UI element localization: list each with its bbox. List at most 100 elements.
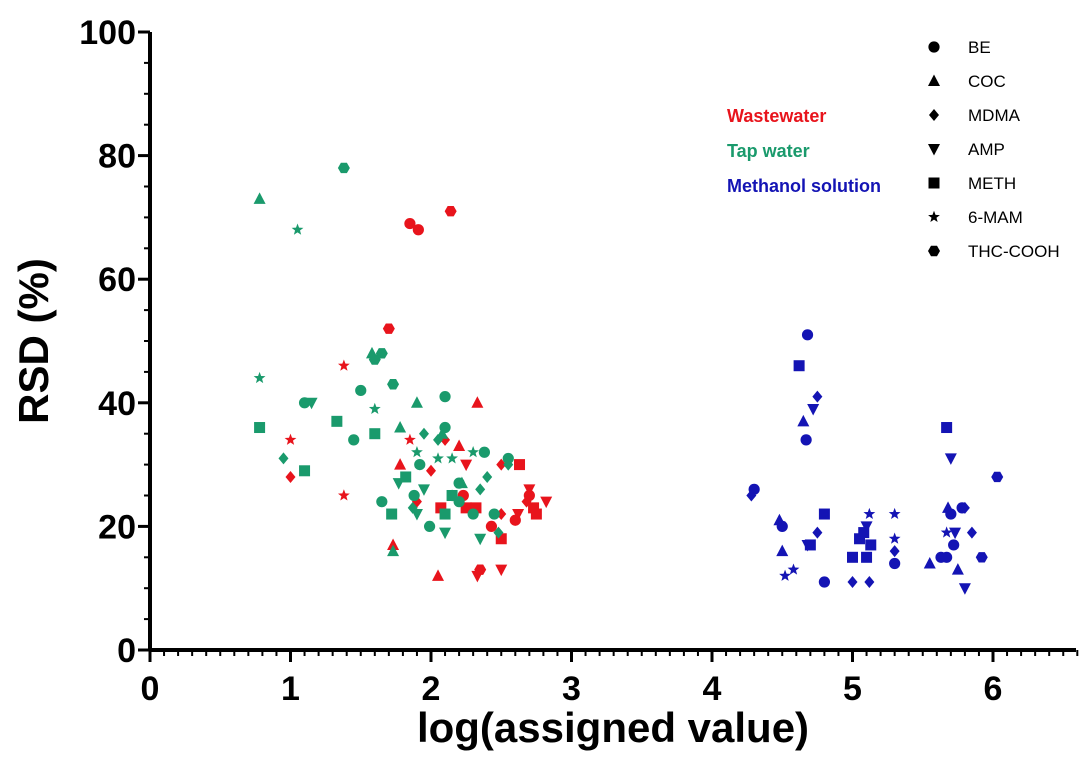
data-point xyxy=(439,508,451,520)
data-point xyxy=(493,526,504,539)
data-point xyxy=(376,496,388,508)
data-point xyxy=(966,526,977,539)
data-points xyxy=(253,162,1004,595)
data-point xyxy=(417,484,430,496)
data-point xyxy=(386,508,398,520)
data-point xyxy=(337,489,350,501)
data-point xyxy=(444,206,457,217)
data-point xyxy=(355,384,367,397)
y-tick-label: 20 xyxy=(98,508,136,546)
data-point xyxy=(418,427,429,440)
data-point xyxy=(331,415,343,427)
data-point xyxy=(414,459,426,471)
data-point xyxy=(847,551,858,563)
data-point xyxy=(523,484,536,496)
legend-item: THC-COOH xyxy=(928,242,1060,261)
data-point xyxy=(474,533,487,546)
data-point xyxy=(495,533,507,545)
data-point xyxy=(854,533,866,545)
legend-item: MDMA xyxy=(929,106,1021,125)
y-tick-label: 0 xyxy=(117,632,136,670)
series-wastewater-amp xyxy=(460,459,553,583)
legend-item: 6-MAM xyxy=(928,208,1023,227)
series-tap-water-coc xyxy=(253,192,468,557)
series-tap-water-6-mam xyxy=(253,223,480,464)
legend-label: COC xyxy=(968,72,1006,91)
data-point xyxy=(865,539,877,551)
data-point xyxy=(446,452,458,464)
data-point xyxy=(787,563,800,575)
data-point xyxy=(387,544,400,557)
data-point xyxy=(305,397,318,410)
series-methanol-solution-mdma xyxy=(746,390,977,589)
data-point xyxy=(818,508,830,520)
data-point xyxy=(460,459,473,472)
series-wastewater-coc xyxy=(387,396,484,581)
x-tick-label: 3 xyxy=(562,670,581,708)
data-point xyxy=(773,513,786,526)
data-point xyxy=(991,471,1004,483)
data-point xyxy=(793,360,805,372)
data-point xyxy=(470,502,482,514)
data-point xyxy=(460,502,472,514)
legend-label: BE xyxy=(968,38,991,57)
legend-label: METH xyxy=(968,174,1016,193)
x-axis-title: log(assigned value) xyxy=(417,704,809,751)
data-point xyxy=(530,508,542,520)
data-point xyxy=(861,551,873,563)
data-point xyxy=(375,348,388,359)
data-point xyxy=(471,396,484,408)
data-point xyxy=(284,433,297,445)
legend-label: MDMA xyxy=(968,106,1021,125)
data-point xyxy=(474,564,487,575)
data-point xyxy=(888,532,901,544)
legend-label: 6-MAM xyxy=(968,208,1023,227)
data-point xyxy=(923,556,936,569)
data-point xyxy=(482,470,493,483)
data-point xyxy=(975,552,988,563)
series-tap-water-thc-cooh xyxy=(337,162,400,390)
data-point xyxy=(478,446,490,458)
data-point xyxy=(940,526,953,538)
data-point xyxy=(888,507,901,520)
x-tick-label: 6 xyxy=(984,670,1003,708)
data-point xyxy=(812,390,823,403)
legend-marker-circle xyxy=(928,41,940,53)
data-point xyxy=(948,539,960,551)
legend-marker-triangle-up xyxy=(928,74,940,86)
legend: BE COC MDMA AMP METH 6-MAM THC-COOH xyxy=(928,38,1060,261)
data-point xyxy=(889,557,901,570)
data-point xyxy=(467,508,479,520)
series-wastewater-thc-cooh xyxy=(382,206,487,575)
data-point xyxy=(455,476,468,489)
matrix-group-label: Tap water xyxy=(727,141,810,161)
data-point xyxy=(412,224,424,236)
data-point xyxy=(485,520,498,533)
data-point xyxy=(467,446,480,458)
series-methanol-solution-coc xyxy=(773,414,964,575)
data-point xyxy=(426,464,436,477)
legend-item: METH xyxy=(928,174,1016,193)
data-point xyxy=(776,544,789,557)
data-point xyxy=(446,490,458,501)
matrix-group-label: Wastewater xyxy=(727,106,826,126)
y-tick-label: 100 xyxy=(79,14,136,52)
data-point xyxy=(278,452,289,465)
data-point xyxy=(433,433,444,446)
data-point xyxy=(807,403,820,416)
data-point xyxy=(959,501,970,514)
data-point xyxy=(299,465,311,477)
y-tick-label: 60 xyxy=(98,261,136,299)
legend-item: COC xyxy=(928,72,1006,91)
data-point xyxy=(475,483,486,496)
data-point xyxy=(387,379,400,390)
series-wastewater-6-mam xyxy=(284,359,416,501)
ticks xyxy=(138,30,1079,662)
data-point xyxy=(410,509,423,521)
data-point xyxy=(435,502,447,514)
data-point xyxy=(942,501,955,513)
legend-marker-hexagon xyxy=(928,245,940,257)
data-point xyxy=(348,434,360,446)
legend-marker-triangle-down xyxy=(928,144,940,156)
